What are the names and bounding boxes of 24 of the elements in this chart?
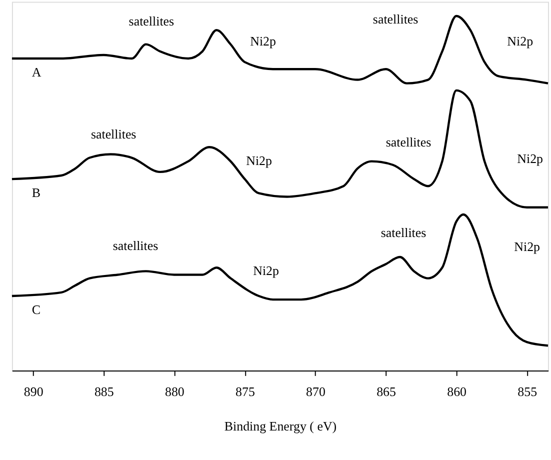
- x-tick-label: 870: [306, 384, 326, 399]
- x-axis-title: Binding Energy ( eV): [224, 418, 337, 434]
- x-tick-label: 865: [376, 384, 396, 399]
- annotation: Ni2p: [246, 153, 272, 168]
- x-tick-label: 880: [164, 384, 184, 399]
- annotation: satellites: [380, 224, 426, 240]
- x-tick-label: 875: [236, 384, 255, 399]
- annotation: satellites: [386, 134, 432, 150]
- series-label: B: [32, 184, 41, 200]
- annotation: Ni2p: [514, 238, 540, 254]
- series-label: C: [32, 302, 41, 317]
- annotation: Ni2p: [517, 151, 544, 166]
- x-tick-label: 860: [447, 384, 467, 399]
- annotation: Ni2p: [250, 34, 276, 49]
- x-tick-label: 855: [518, 384, 538, 399]
- annotation: satellites: [90, 126, 136, 142]
- x-tick-label: 890: [24, 384, 44, 399]
- annotation: satellites: [128, 14, 174, 29]
- annotation: Ni2p: [507, 34, 534, 49]
- series-label: A: [32, 64, 42, 80]
- annotation: satellites: [112, 238, 158, 253]
- annotation: satellites: [372, 12, 418, 27]
- annotation: Ni2p: [253, 262, 279, 278]
- x-tick-label: 885: [94, 384, 114, 399]
